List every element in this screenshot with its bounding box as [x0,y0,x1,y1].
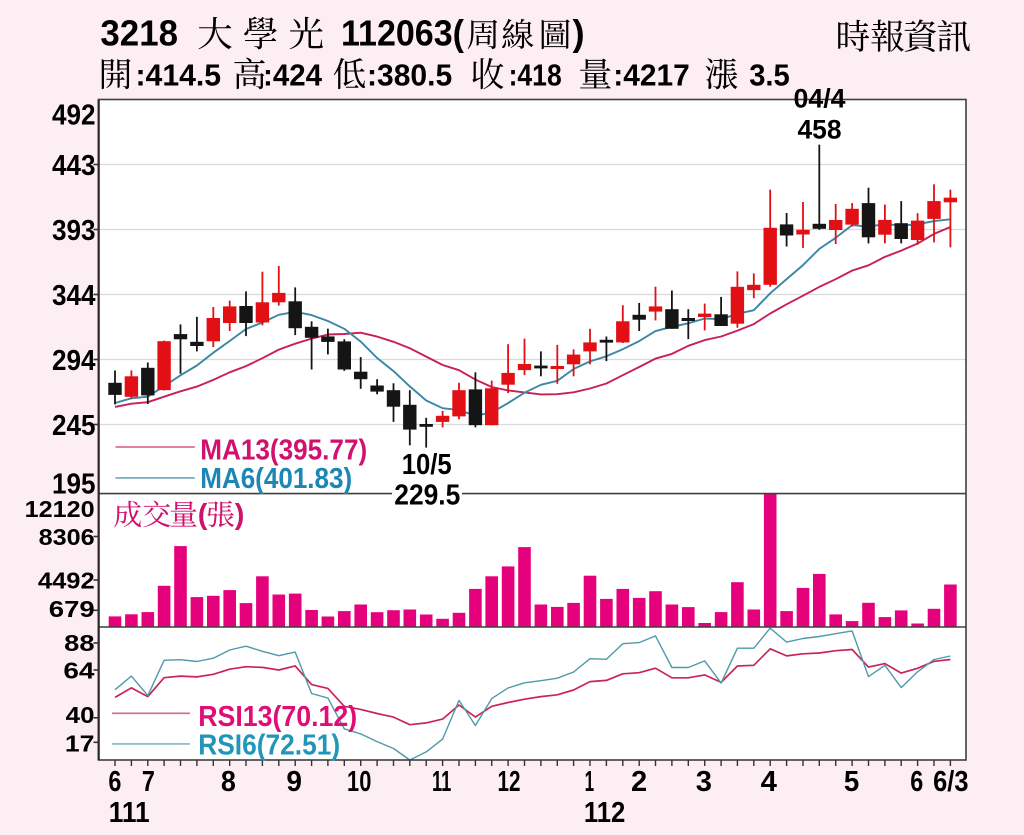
svg-text:12: 12 [498,766,521,798]
svg-text:4: 4 [761,766,777,798]
svg-text:40: 40 [66,702,95,728]
svg-text:6: 6 [910,766,923,798]
svg-text:393: 393 [52,215,96,247]
svg-text:3.5: 3.5 [749,59,790,93]
svg-text:10/5: 10/5 [402,449,452,481]
svg-text:04/4: 04/4 [794,83,846,113]
svg-text:3218: 3218 [100,12,178,53]
svg-text::424: :424 [263,59,322,93]
svg-text:88: 88 [64,630,95,656]
svg-text:MA6(401.83): MA6(401.83) [200,463,352,495]
svg-text:443: 443 [52,150,96,182]
svg-text:458: 458 [798,115,842,145]
svg-text:679: 679 [49,596,95,622]
svg-text:): ) [573,12,585,53]
svg-text:4492: 4492 [38,567,95,593]
svg-text:6: 6 [108,766,121,798]
svg-text:(: ( [198,499,208,531]
svg-text:1: 1 [585,766,595,798]
svg-text:64: 64 [63,657,94,683]
svg-text:294: 294 [52,345,96,377]
svg-text:8: 8 [221,766,236,798]
svg-text:3: 3 [696,766,712,798]
svg-text:112: 112 [584,797,626,829]
svg-text:5: 5 [844,766,860,798]
svg-text:8306: 8306 [39,524,95,550]
svg-text::380.5: :380.5 [367,59,452,93]
svg-text:17: 17 [65,731,95,757]
svg-text:RSI13(70.12): RSI13(70.12) [198,701,357,733]
svg-text:MA13(395.77): MA13(395.77) [200,434,367,466]
svg-text:6/3: 6/3 [933,766,968,798]
svg-text::418: :418 [509,59,562,93]
svg-text:195: 195 [52,469,96,501]
svg-text:111: 111 [109,797,150,829]
svg-text:): ) [235,499,245,531]
svg-text::4217: :4217 [613,59,690,93]
svg-text:RSI6(72.51): RSI6(72.51) [198,730,340,762]
svg-text:2: 2 [631,766,647,798]
svg-text:9: 9 [286,766,302,798]
svg-text:11: 11 [432,766,451,798]
svg-text:492: 492 [52,100,96,132]
svg-text:229.5: 229.5 [394,479,460,511]
svg-text:12120: 12120 [25,496,95,522]
svg-text:245: 245 [52,410,96,442]
svg-text:112063(: 112063( [341,12,465,53]
svg-text::414.5: :414.5 [136,59,222,93]
svg-text:10: 10 [347,766,371,798]
svg-text:344: 344 [52,280,96,312]
svg-text:7: 7 [142,766,155,798]
